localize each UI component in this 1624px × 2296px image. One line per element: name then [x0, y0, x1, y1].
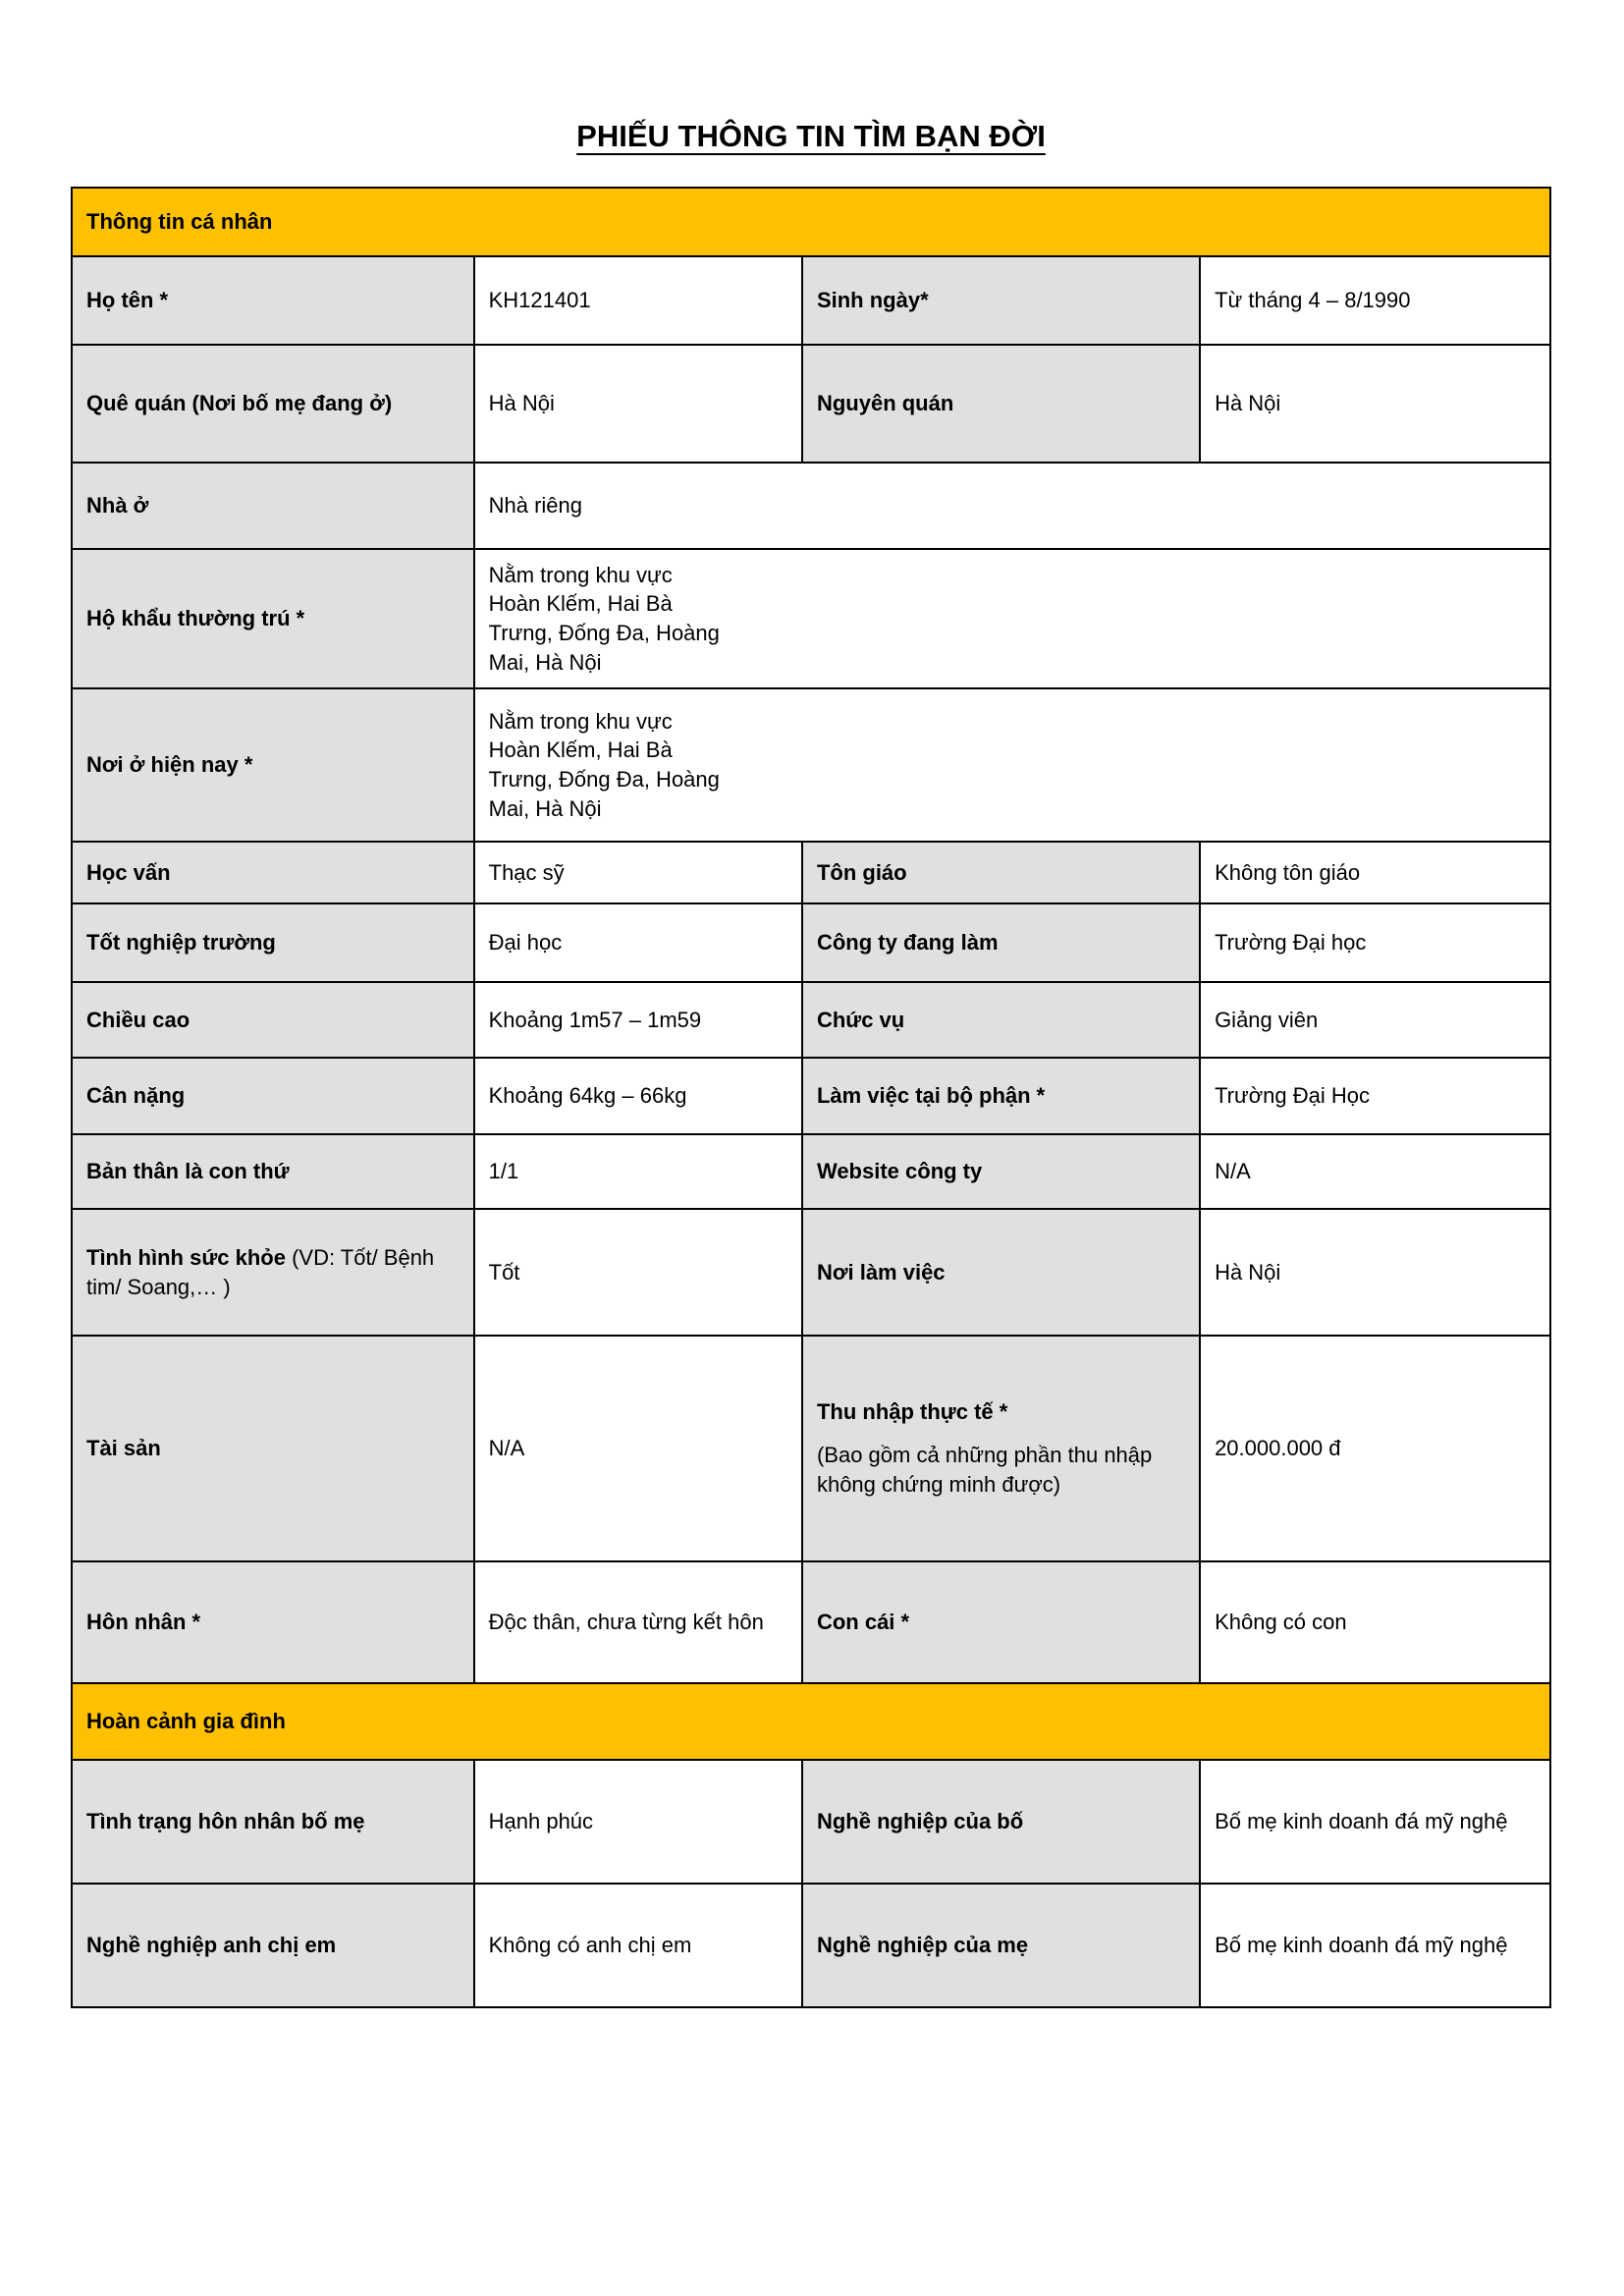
- field-can-nang-value: Khoảng 64kg – 66kg: [472, 1057, 803, 1135]
- field-tot-nghiep-truong-value: Đại học: [472, 902, 803, 983]
- row-can-nang-bo-phan: Cân nặng Khoảng 64kg – 66kg Làm việc tại…: [71, 1057, 1551, 1135]
- field-thu-nhap-value: 20.000.000 đ: [1199, 1335, 1551, 1562]
- section-row-family: Hoàn cảnh gia đình: [71, 1682, 1551, 1761]
- field-noi-o-hien-nay-value: Nằm trong khu vực Hoàn Klếm, Hai Bà Trưn…: [472, 687, 1552, 843]
- field-que-quan-value: Hà Nội: [472, 344, 803, 464]
- field-thu-nhap-label: Thu nhập thực tế * (Bao gồm cả những phầ…: [800, 1335, 1202, 1562]
- row-ho-ten-sinh-ngay: Họ tên * KH121401 Sinh ngày* Từ tháng 4 …: [71, 255, 1551, 346]
- field-tot-nghiep-truong-label: Tốt nghiệp trường: [71, 902, 475, 983]
- field-hoc-van-value: Thạc sỹ: [472, 841, 803, 904]
- row-suc-khoe-noi-lam-viec: Tình hình sức khỏe (VD: Tốt/ Bệnh tim/ S…: [71, 1208, 1551, 1337]
- field-website-label: Website công ty: [800, 1133, 1202, 1210]
- field-nghe-nghiep-me-value: Bố mẹ kinh doanh đá mỹ nghệ: [1199, 1883, 1551, 2008]
- field-nghe-nghiep-me-label: Nghề nghiệp của mẹ: [800, 1883, 1202, 2008]
- field-nghe-nghiep-bo-label: Nghề nghiệp của bố: [800, 1759, 1202, 1885]
- field-chuc-vu-label: Chức vụ: [800, 981, 1202, 1059]
- row-chieu-cao-chuc-vu: Chiều cao Khoảng 1m57 – 1m59 Chức vụ Giả…: [71, 981, 1551, 1059]
- row-hon-nhan-con-cai: Hôn nhân * Độc thân, chưa từng kết hôn C…: [71, 1560, 1551, 1684]
- field-suc-khoe-label-bold: Tình hình sức khỏe: [86, 1244, 286, 1270]
- section-header-personal: Thông tin cá nhân: [71, 187, 1551, 257]
- field-ton-giao-label: Tôn giáo: [800, 841, 1202, 904]
- field-ho-khau-value: Nằm trong khu vực Hoàn Klếm, Hai Bà Trưn…: [472, 548, 1552, 689]
- field-noi-lam-viec-value: Hà Nội: [1199, 1208, 1551, 1337]
- field-chieu-cao-value: Khoảng 1m57 – 1m59: [472, 981, 803, 1059]
- field-sinh-ngay-label: Sinh ngày*: [800, 255, 1202, 346]
- field-nghe-nghiep-anh-chi-em-value: Không có anh chị em: [472, 1883, 803, 2008]
- field-chieu-cao-label: Chiều cao: [71, 981, 475, 1059]
- section-header-family: Hoàn cảnh gia đình: [71, 1682, 1551, 1761]
- page-title: PHIẾU THÔNG TIN TÌM BẠN ĐỜI: [71, 116, 1551, 157]
- field-suc-khoe-label: Tình hình sức khỏe (VD: Tốt/ Bệnh tim/ S…: [71, 1208, 475, 1337]
- field-tai-san-label: Tài sản: [71, 1335, 475, 1562]
- field-thu-nhap-label-bold: Thu nhập thực tế *: [816, 1399, 1008, 1425]
- row-ho-khau: Hộ khẩu thường trú * Nằm trong khu vực H…: [71, 548, 1552, 689]
- field-nghe-nghiep-anh-chi-em-label: Nghề nghiệp anh chị em: [71, 1883, 475, 2008]
- field-can-nang-label: Cân nặng: [71, 1057, 475, 1135]
- field-chuc-vu-value: Giảng viên: [1199, 981, 1551, 1059]
- field-cong-ty-dang-lam-label: Công ty đang làm: [800, 902, 1202, 983]
- field-ho-ten-value: KH121401: [472, 255, 803, 346]
- field-que-quan-label: Quê quán (Nơi bố mẹ đang ở): [71, 344, 475, 464]
- field-nghe-nghiep-bo-value: Bố mẹ kinh doanh đá mỹ nghệ: [1199, 1759, 1551, 1885]
- field-hoc-van-label: Học vấn: [71, 841, 475, 904]
- row-tot-nghiep-cong-ty: Tốt nghiệp trường Đại học Công ty đang l…: [71, 902, 1551, 983]
- field-ton-giao-value: Không tôn giáo: [1199, 841, 1551, 904]
- section-row-personal: Thông tin cá nhân: [71, 187, 1551, 257]
- row-nghe-anh-chi-em-nghe-me: Nghề nghiệp anh chị em Không có anh chị …: [71, 1883, 1551, 2008]
- field-website-value: N/A: [1199, 1133, 1551, 1210]
- field-ho-khau-label: Hộ khẩu thường trú *: [71, 548, 475, 689]
- row-noi-o-hien-nay: Nơi ở hiện nay * Nằm trong khu vực Hoàn …: [71, 687, 1552, 843]
- field-hon-nhan-value: Độc thân, chưa từng kết hôn: [472, 1560, 803, 1684]
- field-nha-o-label: Nhà ở: [71, 462, 475, 550]
- field-tinh-trang-hon-nhan-bo-me-label: Tình trạng hôn nhân bố mẹ: [71, 1759, 475, 1885]
- field-bo-phan-label: Làm việc tại bộ phận *: [800, 1057, 1202, 1135]
- row-con-thu-website: Bản thân là con thứ 1/1 Website công ty …: [71, 1133, 1551, 1210]
- field-cong-ty-dang-lam-value: Trường Đại học: [1199, 902, 1551, 983]
- field-bo-phan-value: Trường Đại Học: [1199, 1057, 1551, 1135]
- field-con-cai-label: Con cái *: [800, 1560, 1202, 1684]
- field-thu-nhap-label-note: (Bao gồm cả những phần thu nhập không ch…: [816, 1443, 1153, 1497]
- field-tai-san-value: N/A: [472, 1335, 803, 1562]
- field-nha-o-value: Nhà riêng: [472, 462, 1552, 550]
- field-suc-khoe-label-note: (VD: Tốt/ Bệnh tim/ Soang,… ): [86, 1244, 435, 1299]
- field-suc-khoe-value: Tốt: [472, 1208, 803, 1337]
- row-hoc-van-ton-giao: Học vấn Thạc sỹ Tôn giáo Không tôn giáo: [71, 841, 1551, 904]
- field-con-cai-value: Không có con: [1199, 1560, 1551, 1684]
- field-noi-lam-viec-label: Nơi làm việc: [800, 1208, 1202, 1337]
- field-nguyen-quan-value: Hà Nội: [1199, 344, 1551, 464]
- field-hon-nhan-label: Hôn nhân *: [71, 1560, 475, 1684]
- row-tai-san-thu-nhap: Tài sản N/A Thu nhập thực tế * (Bao gồm …: [71, 1335, 1551, 1562]
- field-con-thu-value: 1/1: [472, 1133, 803, 1210]
- row-nha-o: Nhà ở Nhà riêng: [71, 462, 1552, 550]
- field-tinh-trang-hon-nhan-bo-me-value: Hạnh phúc: [472, 1759, 803, 1885]
- field-sinh-ngay-value: Từ tháng 4 – 8/1990: [1199, 255, 1551, 346]
- row-que-quan-nguyen-quan: Quê quán (Nơi bố mẹ đang ở) Hà Nội Nguyê…: [71, 344, 1551, 464]
- page-title-text: PHIẾU THÔNG TIN TÌM BẠN ĐỜI: [576, 119, 1046, 153]
- field-con-thu-label: Bản thân là con thứ: [71, 1133, 475, 1210]
- field-nguyen-quan-label: Nguyên quán: [800, 344, 1202, 464]
- info-form-table: Thông tin cá nhân Họ tên * KH121401 Sinh…: [71, 187, 1552, 2008]
- field-noi-o-hien-nay-label: Nơi ở hiện nay *: [71, 687, 475, 843]
- row-tinh-trang-nghe-bo: Tình trạng hôn nhân bố mẹ Hạnh phúc Nghề…: [71, 1759, 1551, 1885]
- field-ho-ten-label: Họ tên *: [71, 255, 475, 346]
